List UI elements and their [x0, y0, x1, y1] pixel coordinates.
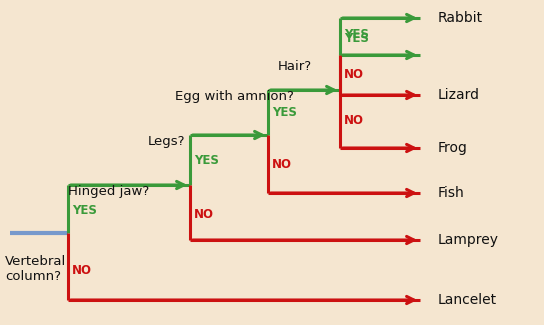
Text: NO: NO	[72, 264, 92, 277]
Text: Lamprey: Lamprey	[438, 233, 499, 247]
Text: NO: NO	[272, 159, 292, 172]
Text: YES: YES	[72, 203, 97, 216]
Text: YES: YES	[344, 32, 369, 45]
Text: NO: NO	[344, 113, 364, 126]
Text: Legs?: Legs?	[148, 135, 186, 148]
Text: YES: YES	[344, 29, 369, 42]
Text: Lancelet: Lancelet	[438, 293, 497, 307]
Text: YES: YES	[194, 153, 219, 166]
Text: Vertebral
column?: Vertebral column?	[5, 255, 66, 283]
Text: Egg with amnion?: Egg with amnion?	[175, 90, 294, 103]
Text: NO: NO	[344, 69, 364, 82]
Text: YES: YES	[272, 106, 297, 119]
Text: Hinged jaw?: Hinged jaw?	[68, 185, 149, 198]
Text: Rabbit: Rabbit	[438, 11, 483, 25]
Text: Frog: Frog	[438, 141, 468, 155]
Text: Lizard: Lizard	[438, 88, 480, 102]
Text: Hair?: Hair?	[278, 60, 312, 73]
Text: NO: NO	[194, 207, 214, 220]
Text: Fish: Fish	[438, 186, 465, 200]
